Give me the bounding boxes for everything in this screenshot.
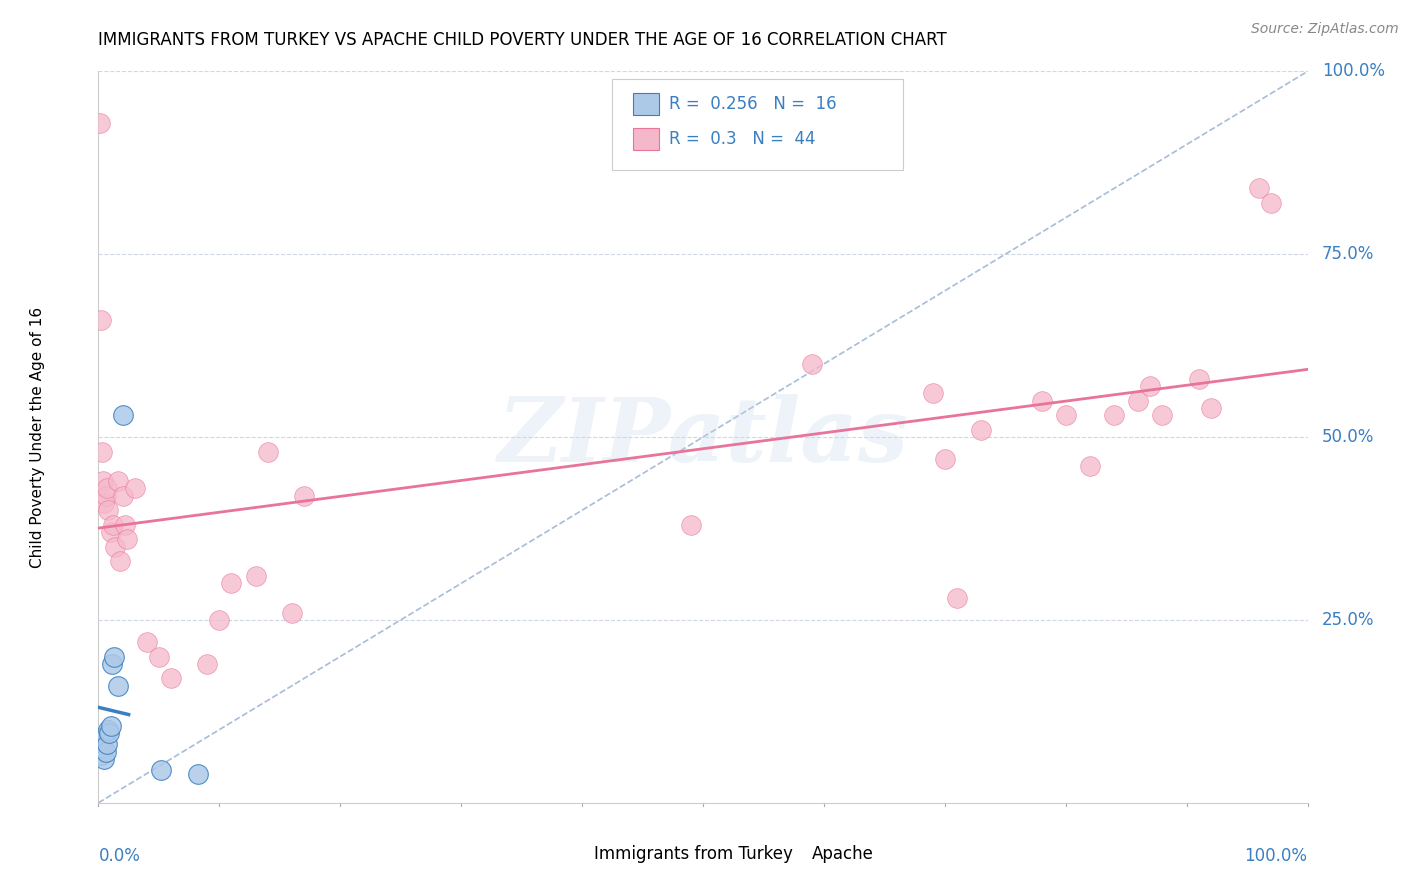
Point bbox=[1260, 196, 1282, 211]
Point bbox=[100, 525, 122, 540]
Point bbox=[108, 554, 131, 568]
Point bbox=[1102, 408, 1125, 422]
Point bbox=[150, 763, 173, 777]
Text: ZIPatlas: ZIPatlas bbox=[498, 394, 908, 480]
Point bbox=[187, 766, 209, 780]
Point bbox=[100, 657, 122, 671]
Text: 100.0%: 100.0% bbox=[1244, 847, 1308, 864]
Text: Child Poverty Under the Age of 16: Child Poverty Under the Age of 16 bbox=[31, 307, 45, 567]
Point bbox=[97, 723, 120, 737]
Point bbox=[94, 489, 117, 503]
Point bbox=[1078, 459, 1101, 474]
Point bbox=[91, 474, 114, 488]
Text: Immigrants from Turkey: Immigrants from Turkey bbox=[595, 845, 793, 863]
Point bbox=[160, 672, 183, 686]
Point bbox=[97, 503, 120, 517]
Point bbox=[104, 540, 127, 554]
Point bbox=[970, 423, 993, 437]
Point bbox=[91, 444, 114, 458]
Point bbox=[1188, 371, 1211, 385]
Text: Source: ZipAtlas.com: Source: ZipAtlas.com bbox=[1251, 22, 1399, 37]
Bar bbox=[633, 94, 659, 115]
Text: 50.0%: 50.0% bbox=[1322, 428, 1375, 446]
Point bbox=[921, 386, 943, 401]
Text: R =  0.3   N =  44: R = 0.3 N = 44 bbox=[669, 129, 815, 148]
Text: Apache: Apache bbox=[811, 845, 873, 863]
Point bbox=[1199, 401, 1222, 415]
Point bbox=[1152, 408, 1174, 422]
Point bbox=[946, 591, 969, 605]
Text: R =  0.256   N =  16: R = 0.256 N = 16 bbox=[669, 95, 837, 113]
Bar bbox=[633, 128, 659, 150]
Point bbox=[195, 657, 218, 671]
Point bbox=[98, 726, 121, 740]
Point bbox=[91, 740, 114, 755]
Point bbox=[90, 313, 112, 327]
Point bbox=[101, 517, 124, 532]
Point bbox=[89, 733, 111, 747]
Point bbox=[90, 748, 112, 763]
Point bbox=[96, 481, 118, 495]
Point bbox=[208, 613, 231, 627]
Point bbox=[1054, 408, 1077, 422]
Point bbox=[89, 115, 111, 129]
Point bbox=[1128, 393, 1150, 408]
Point bbox=[111, 489, 134, 503]
Point bbox=[292, 489, 315, 503]
Point bbox=[93, 496, 115, 510]
Text: IMMIGRANTS FROM TURKEY VS APACHE CHILD POVERTY UNDER THE AGE OF 16 CORRELATION C: IMMIGRANTS FROM TURKEY VS APACHE CHILD P… bbox=[98, 31, 948, 49]
Point bbox=[934, 452, 956, 467]
Point bbox=[245, 569, 267, 583]
Point bbox=[1031, 393, 1053, 408]
Point bbox=[94, 745, 117, 759]
Point bbox=[124, 481, 146, 495]
Point bbox=[148, 649, 170, 664]
Point bbox=[111, 408, 134, 422]
Bar bbox=[558, 845, 585, 863]
Point bbox=[1249, 181, 1271, 195]
Point bbox=[91, 730, 114, 744]
Point bbox=[107, 679, 129, 693]
Text: 0.0%: 0.0% bbox=[98, 847, 141, 864]
Text: 25.0%: 25.0% bbox=[1322, 611, 1375, 629]
Point bbox=[1139, 379, 1161, 393]
Point bbox=[114, 517, 136, 532]
Text: 100.0%: 100.0% bbox=[1322, 62, 1385, 80]
Point bbox=[679, 517, 702, 532]
Point bbox=[281, 606, 304, 620]
Point bbox=[93, 752, 115, 766]
Point bbox=[221, 576, 243, 591]
Text: 75.0%: 75.0% bbox=[1322, 245, 1375, 263]
Point bbox=[800, 357, 823, 371]
Point bbox=[107, 474, 129, 488]
Point bbox=[117, 533, 139, 547]
Point bbox=[256, 444, 278, 458]
Bar bbox=[776, 845, 803, 863]
Point bbox=[96, 737, 118, 751]
Point bbox=[103, 649, 125, 664]
FancyBboxPatch shape bbox=[613, 78, 903, 170]
Point bbox=[135, 635, 157, 649]
Point bbox=[100, 719, 122, 733]
